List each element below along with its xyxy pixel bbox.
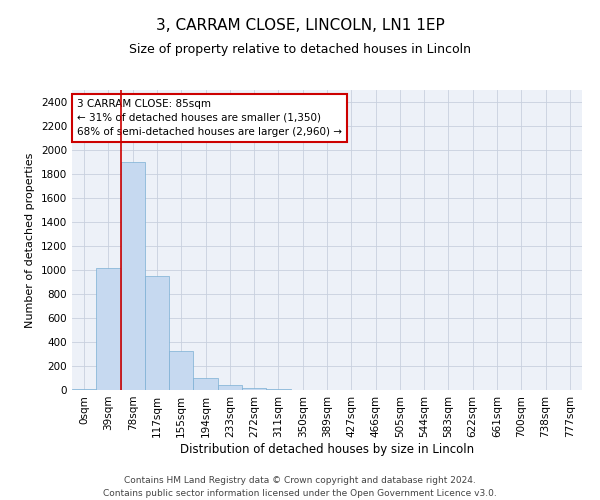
Bar <box>96 268 121 390</box>
Bar <box>145 276 169 390</box>
Bar <box>193 378 218 390</box>
Bar <box>218 385 242 390</box>
Bar <box>242 388 266 390</box>
Bar <box>169 351 193 390</box>
Y-axis label: Number of detached properties: Number of detached properties <box>25 152 35 328</box>
X-axis label: Distribution of detached houses by size in Lincoln: Distribution of detached houses by size … <box>180 442 474 456</box>
Text: Size of property relative to detached houses in Lincoln: Size of property relative to detached ho… <box>129 42 471 56</box>
Text: 3, CARRAM CLOSE, LINCOLN, LN1 1EP: 3, CARRAM CLOSE, LINCOLN, LN1 1EP <box>155 18 445 32</box>
Text: Contains HM Land Registry data © Crown copyright and database right 2024.
Contai: Contains HM Land Registry data © Crown c… <box>103 476 497 498</box>
Text: 3 CARRAM CLOSE: 85sqm
← 31% of detached houses are smaller (1,350)
68% of semi-d: 3 CARRAM CLOSE: 85sqm ← 31% of detached … <box>77 99 342 137</box>
Bar <box>121 162 145 390</box>
